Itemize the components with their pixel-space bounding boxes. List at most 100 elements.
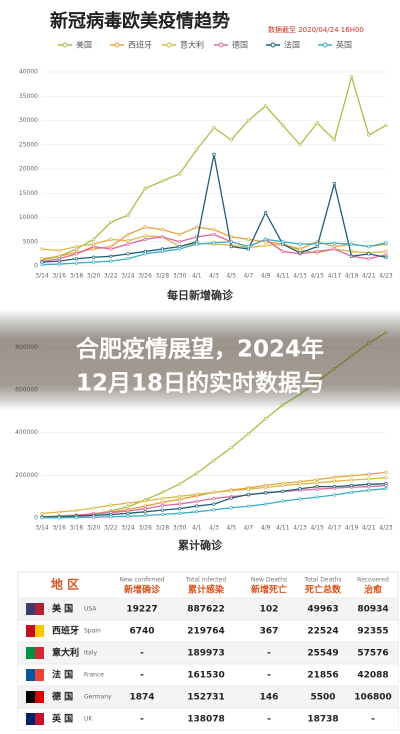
point xyxy=(91,506,96,510)
point xyxy=(298,487,302,491)
point xyxy=(281,249,285,254)
point xyxy=(315,121,319,125)
country-zh: 美 国 xyxy=(52,603,73,615)
country-en: Germany xyxy=(84,694,112,701)
x-tick-label: 4/19 xyxy=(345,273,359,280)
point xyxy=(349,483,354,488)
x-tick-label: 3/16 xyxy=(52,273,66,280)
point xyxy=(384,255,388,259)
point xyxy=(263,485,268,490)
table-cell: 18738 xyxy=(307,715,338,725)
point xyxy=(160,503,165,508)
point xyxy=(126,505,130,509)
point xyxy=(229,489,233,493)
x-tick-label: 3/30 xyxy=(173,273,187,280)
country-zh: 英 国 xyxy=(51,713,73,725)
table-cell: 102 xyxy=(260,605,279,615)
column-header-en: Recovered xyxy=(357,577,389,584)
point xyxy=(332,479,337,483)
country-en: France xyxy=(84,672,104,679)
point xyxy=(298,242,302,246)
legend-dot xyxy=(62,42,68,48)
flag-stripe xyxy=(35,669,44,681)
point xyxy=(298,251,302,255)
x-tick-label: 4/9 xyxy=(261,273,271,280)
table-cell: 887622 xyxy=(187,605,225,615)
x-tick-label: 4/7 xyxy=(244,525,254,532)
flag-stripe xyxy=(35,625,44,637)
column-header-en: New confirmed xyxy=(119,577,164,584)
point xyxy=(263,417,268,421)
x-tick-label: 3/22 xyxy=(104,273,118,280)
x-tick-label: 4/9 xyxy=(261,525,271,532)
x-tick-label: 4/17 xyxy=(328,525,342,532)
point xyxy=(281,123,285,127)
point xyxy=(91,260,96,264)
flag-stripe xyxy=(35,603,44,615)
row-bg xyxy=(18,598,398,620)
point xyxy=(109,259,113,263)
point xyxy=(349,478,354,482)
point xyxy=(229,138,233,142)
point xyxy=(263,243,268,248)
point xyxy=(349,254,354,258)
point xyxy=(160,179,165,183)
point xyxy=(143,225,147,229)
point xyxy=(332,181,337,186)
column-header-zh: 新增确诊 xyxy=(124,584,161,596)
table-cell: - xyxy=(140,715,144,725)
point xyxy=(143,499,147,503)
table-cell: 367 xyxy=(260,627,279,637)
point xyxy=(160,227,165,232)
row-bg xyxy=(18,620,398,642)
y-tick-label: 40000 xyxy=(19,69,38,76)
point xyxy=(315,244,319,249)
point xyxy=(74,252,79,256)
y-tick-label: 25000 xyxy=(19,141,38,148)
country-en: UK xyxy=(84,716,93,723)
point xyxy=(109,247,113,251)
point xyxy=(332,484,337,489)
point xyxy=(126,239,130,243)
point xyxy=(332,475,337,479)
x-tick-label: 3/16 xyxy=(52,525,66,532)
point xyxy=(367,257,371,261)
x-tick-label: 4/15 xyxy=(310,273,324,280)
legend-dot xyxy=(270,42,276,48)
column-header-zh: 死亡总数 xyxy=(304,584,342,596)
point xyxy=(109,254,113,258)
table-cell: - xyxy=(267,671,271,681)
point xyxy=(160,496,165,501)
country-zh: 西班牙 xyxy=(52,625,79,637)
point xyxy=(91,255,96,259)
table-cell: 19227 xyxy=(126,605,157,615)
table-cell: 138078 xyxy=(187,715,225,725)
x-tick-label: 3/18 xyxy=(70,525,84,532)
point xyxy=(160,249,165,254)
country-en: USA xyxy=(84,606,97,613)
point xyxy=(315,249,319,254)
point xyxy=(143,252,147,256)
point xyxy=(367,472,371,476)
point xyxy=(177,511,182,515)
point xyxy=(246,487,251,491)
country-zh: 法 国 xyxy=(52,669,73,681)
point xyxy=(177,494,182,499)
point xyxy=(229,235,233,239)
point xyxy=(263,491,268,495)
x-tick-label: 4/5 xyxy=(226,525,236,532)
y-tick-label: 20000 xyxy=(19,166,38,173)
row-bg xyxy=(18,708,398,730)
point xyxy=(126,232,130,237)
point xyxy=(177,172,182,176)
point xyxy=(263,210,268,215)
point xyxy=(212,458,216,463)
point xyxy=(74,515,79,520)
point xyxy=(126,242,130,246)
point xyxy=(246,244,251,249)
point xyxy=(160,490,165,495)
table-cell: 106800 xyxy=(354,693,392,703)
table-cell: 80934 xyxy=(357,605,388,615)
x-tick-label: 4/3 xyxy=(209,525,219,532)
point xyxy=(143,237,147,241)
